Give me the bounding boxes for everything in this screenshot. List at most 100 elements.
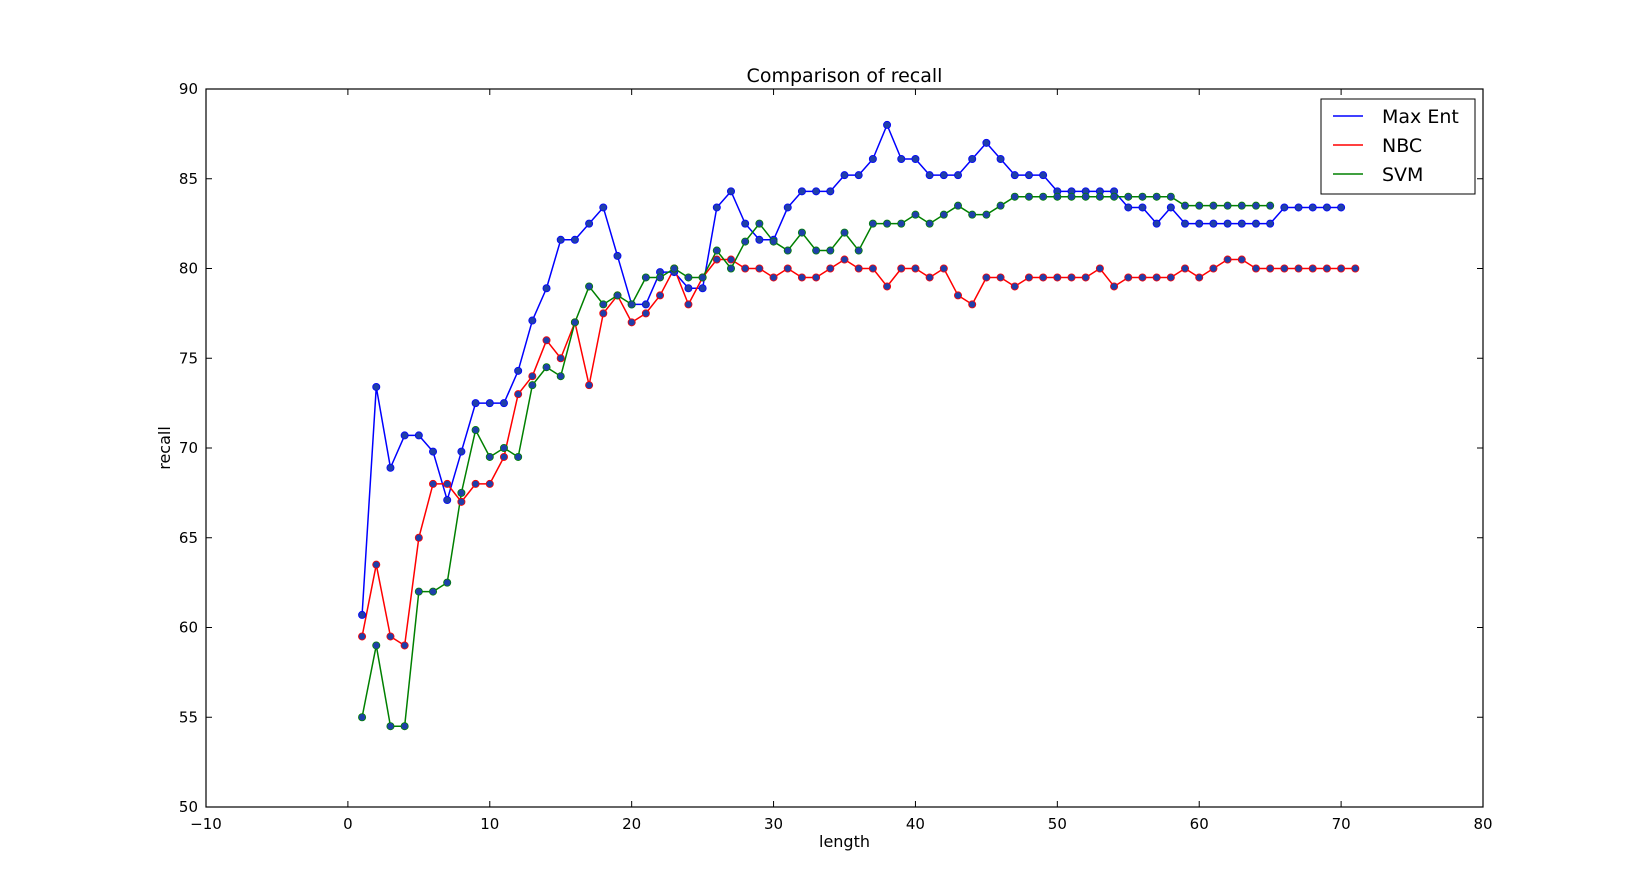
data-point-max-ent bbox=[400, 431, 409, 440]
data-point-svm bbox=[1124, 192, 1133, 201]
data-point-svm bbox=[1010, 192, 1019, 201]
data-point-nbc bbox=[1110, 282, 1119, 291]
data-point-nbc bbox=[1209, 264, 1218, 273]
data-point-nbc bbox=[684, 300, 693, 309]
data-point-nbc bbox=[1251, 264, 1260, 273]
data-point-nbc bbox=[812, 273, 821, 282]
data-point-max-ent bbox=[1024, 171, 1033, 180]
data-point-max-ent bbox=[443, 496, 452, 505]
series-line-max-ent bbox=[361, 124, 1342, 615]
data-point-svm bbox=[528, 381, 537, 390]
data-point-svm bbox=[414, 587, 423, 596]
data-point-max-ent bbox=[1337, 203, 1346, 212]
data-point-nbc bbox=[712, 255, 721, 264]
data-point-nbc bbox=[656, 291, 665, 300]
data-point-nbc bbox=[925, 273, 934, 282]
x-axis-label: length bbox=[819, 832, 870, 851]
data-point-max-ent bbox=[1237, 219, 1246, 228]
data-point-max-ent bbox=[684, 284, 693, 293]
data-point-svm bbox=[585, 282, 594, 291]
data-point-nbc bbox=[1024, 273, 1033, 282]
data-point-nbc bbox=[883, 282, 892, 291]
data-point-nbc bbox=[1195, 273, 1204, 282]
data-point-svm bbox=[372, 641, 381, 650]
data-point-nbc bbox=[996, 273, 1005, 282]
data-point-svm bbox=[1067, 192, 1076, 201]
x-tick-label: 70 bbox=[1332, 815, 1351, 833]
data-point-max-ent bbox=[386, 463, 395, 472]
legend-label-svm: SVM bbox=[1382, 164, 1423, 186]
data-point-nbc bbox=[599, 309, 608, 318]
data-point-svm bbox=[1152, 192, 1161, 201]
x-tick-label: 60 bbox=[1190, 815, 1209, 833]
y-tick-label: 60 bbox=[179, 619, 198, 637]
data-point-nbc bbox=[372, 560, 381, 569]
data-point-svm bbox=[840, 228, 849, 237]
data-point-nbc bbox=[954, 291, 963, 300]
data-point-max-ent bbox=[414, 431, 423, 440]
data-point-svm bbox=[471, 426, 480, 435]
data-point-svm bbox=[968, 210, 977, 219]
data-point-nbc bbox=[414, 533, 423, 542]
data-point-svm bbox=[982, 210, 991, 219]
data-point-max-ent bbox=[1308, 203, 1317, 212]
data-point-max-ent bbox=[457, 447, 466, 456]
data-point-svm bbox=[1166, 192, 1175, 201]
y-tick-label: 70 bbox=[179, 439, 198, 457]
x-tick-label: 80 bbox=[1473, 815, 1492, 833]
data-point-max-ent bbox=[1280, 203, 1289, 212]
x-tick-label: 10 bbox=[480, 815, 499, 833]
data-point-svm bbox=[897, 219, 906, 228]
data-point-nbc bbox=[1294, 264, 1303, 273]
data-point-nbc bbox=[1081, 273, 1090, 282]
data-point-max-ent bbox=[868, 155, 877, 164]
data-point-nbc bbox=[769, 273, 778, 282]
data-point-svm bbox=[797, 228, 806, 237]
data-point-nbc bbox=[457, 497, 466, 506]
data-point-svm bbox=[627, 300, 636, 309]
data-point-nbc bbox=[1124, 273, 1133, 282]
data-point-svm bbox=[1081, 192, 1090, 201]
data-point-nbc bbox=[1166, 273, 1175, 282]
data-point-max-ent bbox=[826, 187, 835, 196]
data-point-max-ent bbox=[755, 235, 764, 244]
data-point-svm bbox=[783, 246, 792, 255]
data-point-svm bbox=[698, 273, 707, 282]
plot-area bbox=[206, 89, 1483, 807]
data-point-max-ent bbox=[1039, 171, 1048, 180]
legend-label-nbc: NBC bbox=[1382, 135, 1422, 157]
data-point-nbc bbox=[1351, 264, 1360, 273]
data-point-max-ent bbox=[570, 235, 579, 244]
data-point-max-ent bbox=[911, 155, 920, 164]
data-point-nbc bbox=[400, 641, 409, 650]
data-point-nbc bbox=[542, 336, 551, 345]
data-point-max-ent bbox=[471, 399, 480, 408]
data-point-svm bbox=[1095, 192, 1104, 201]
y-axis-ticks: 50 55 60 65 70 75 80 85 90 bbox=[179, 80, 1483, 816]
data-point-nbc bbox=[556, 354, 565, 363]
data-point-max-ent bbox=[1138, 203, 1147, 212]
data-point-svm bbox=[514, 452, 523, 461]
data-point-nbc bbox=[868, 264, 877, 273]
data-point-nbc bbox=[386, 632, 395, 641]
data-point-svm bbox=[1266, 201, 1275, 210]
data-point-svm bbox=[812, 246, 821, 255]
data-point-max-ent bbox=[1223, 219, 1232, 228]
x-tick-label: 20 bbox=[622, 815, 641, 833]
data-point-max-ent bbox=[854, 171, 863, 180]
data-point-nbc bbox=[797, 273, 806, 282]
y-tick-label: 80 bbox=[179, 260, 198, 278]
data-point-svm bbox=[599, 300, 608, 309]
x-tick-label: −10 bbox=[190, 815, 222, 833]
data-point-nbc bbox=[1067, 273, 1076, 282]
data-point-nbc bbox=[1095, 264, 1104, 273]
data-point-nbc bbox=[485, 479, 494, 488]
data-point-svm bbox=[613, 291, 622, 300]
data-point-svm bbox=[755, 219, 764, 228]
data-point-nbc bbox=[1280, 264, 1289, 273]
data-point-max-ent bbox=[996, 155, 1005, 164]
data-point-nbc bbox=[585, 381, 594, 390]
marker-layer bbox=[358, 120, 1360, 731]
data-point-nbc bbox=[968, 300, 977, 309]
